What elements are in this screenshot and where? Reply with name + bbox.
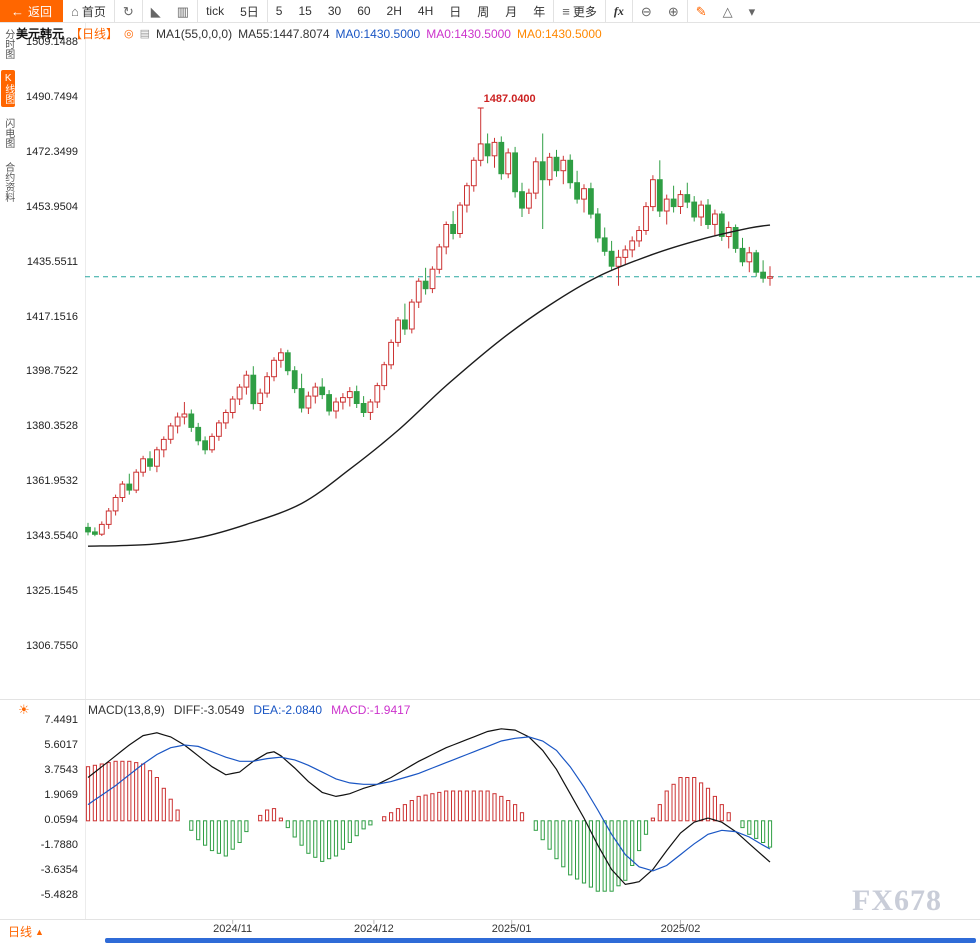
macd-dea-value: DEA:-2.0840: [253, 703, 323, 717]
pencil-icon: ✎: [695, 3, 707, 19]
toolbar-items: ⌂ 首页 ↻ ◣ ▥ tick 5日 5 15 30 60 2H 4H 日周月年 ≡ 更多 fx ⊖ ⊕ ✎ △ ▾: [63, 0, 763, 22]
interval-week-button-label: 周: [477, 4, 490, 19]
period-up-icon: ▲: [35, 926, 44, 937]
toolbar: ← 返回 ⌂ 首页 ↻ ◣ ▥ tick 5日 5 15 30 60 2H 4H 日周月年 ≡ 更多 fx ⊖ ⊕ ✎…: [0, 0, 980, 23]
draw-pencil-button[interactable]: ✎: [688, 0, 715, 22]
zoom-in-button[interactable]: ⊕: [660, 0, 688, 22]
ma55-value: MA55:1447.8074: [238, 26, 330, 41]
macd-diff-value: DIFF:-3.0549: [173, 703, 245, 717]
ma0-value-magenta: MA0:1430.5000: [426, 26, 511, 41]
interval-tick-button[interactable]: tick: [198, 0, 232, 22]
more-button-label: 更多: [572, 4, 597, 19]
refresh-button[interactable]: ↻: [115, 0, 143, 22]
zoom-in-icon: ⊕: [667, 3, 679, 19]
interval-year-button-label: 年: [533, 4, 546, 19]
interval-day-button[interactable]: 日: [441, 0, 469, 22]
home-icon: ⌂: [71, 3, 79, 19]
interval-15min-button-label: 15: [298, 4, 312, 18]
home-button[interactable]: ⌂ 首页: [63, 0, 115, 22]
zoom-out-icon: ⊖: [640, 3, 652, 19]
period-label[interactable]: 【日线】: [70, 27, 119, 41]
period-tab[interactable]: 日线 ▲: [8, 923, 44, 940]
period-tab-label: 日线: [8, 925, 33, 939]
symbol-name: 美元韩元: [16, 27, 65, 41]
ma0-value-orange: MA0:1430.5000: [516, 26, 602, 41]
back-label: 返回: [28, 4, 53, 19]
area-chart-button[interactable]: ◣: [143, 0, 169, 22]
interval-5day-button-label: 5日: [240, 4, 259, 19]
sidebar-time-chart[interactable]: 分时图: [2, 29, 14, 59]
watermark: FX678: [852, 884, 942, 917]
refresh-icon: ↻: [122, 3, 134, 19]
indicator-fx-button-label: fx: [613, 3, 624, 18]
interval-tick-button-label: tick: [206, 4, 225, 18]
interval-60min-button-label: 60: [357, 4, 371, 18]
interval-30min-button-label: 30: [327, 4, 342, 18]
interval-2h-button-label: 2H: [386, 4, 402, 18]
caret-icon: ▾: [748, 3, 756, 19]
interval-2h-button[interactable]: 2H: [379, 0, 410, 22]
sidebar-contract-info[interactable]: 合约资料: [2, 162, 14, 202]
h-scrollbar[interactable]: [105, 938, 976, 943]
interval-30min-button[interactable]: 30: [320, 0, 349, 22]
interval-day-button-label: 日: [449, 4, 462, 19]
zoom-out-button[interactable]: ⊖: [633, 0, 660, 22]
interval-5min-button[interactable]: 5: [268, 0, 291, 22]
interval-month-button-label: 月: [505, 4, 518, 19]
back-button[interactable]: ← 返回: [0, 0, 64, 22]
interval-month-button[interactable]: 月: [497, 0, 525, 22]
interval-4h-button[interactable]: 4H: [410, 0, 441, 22]
symbol-settings-icon[interactable]: ◎: [124, 28, 134, 40]
interval-5day-button[interactable]: 5日: [232, 0, 268, 22]
area-chart-icon: ◣: [150, 3, 161, 19]
chart-header: 美元韩元 【日线】 ◎ ▤ MA1(55,0,0,0) MA55:1447.80…: [16, 25, 602, 42]
candle-chart-icon: ▥: [176, 3, 190, 19]
interval-year-button[interactable]: 年: [525, 0, 555, 22]
panel-divider: [0, 699, 980, 700]
interval-5min-button-label: 5: [275, 4, 283, 18]
indicator-fx-button[interactable]: fx: [606, 0, 633, 22]
macd-formula: MACD(13,8,9): [88, 703, 165, 717]
more-button[interactable]: ≡ 更多: [554, 0, 606, 22]
candle-chart-button[interactable]: ▥: [169, 0, 199, 22]
draw-more-button[interactable]: ▾: [741, 0, 764, 22]
macd-settings-icon[interactable]: ☀: [18, 702, 30, 717]
home-button-label: 首页: [81, 4, 106, 19]
macd-macd-value: MACD:-1.9417: [331, 703, 411, 717]
interval-60min-button[interactable]: 60: [349, 0, 378, 22]
sidebar-lightning-chart[interactable]: 闪电图: [2, 118, 14, 148]
back-icon: ←: [11, 3, 24, 19]
sidebar-kline-chart[interactable]: K线图: [1, 70, 15, 107]
ma-toggle-icon[interactable]: ▤: [139, 28, 151, 40]
peak-price-annotation: 1487.0400: [483, 92, 536, 105]
ma-settings-label: MA1(55,0,0,0): [156, 26, 233, 41]
time-axis-divider: [0, 919, 980, 920]
interval-4h-button-label: 4H: [417, 4, 434, 18]
ma0-value-blue: MA0:1430.5000: [335, 26, 421, 41]
axis-divider: [85, 22, 86, 920]
menu-icon: ≡: [562, 3, 570, 19]
sidebar: 分时图 K线图闪电图合约资料: [0, 26, 16, 205]
draw-triangle-button[interactable]: △: [715, 0, 741, 22]
triangle-icon: △: [722, 3, 733, 19]
macd-header: MACD(13,8,9) DIFF:-3.0549 DEA:-2.0840 MA…: [88, 703, 410, 717]
interval-15min-button[interactable]: 15: [290, 0, 319, 22]
interval-week-button[interactable]: 周: [469, 0, 497, 22]
